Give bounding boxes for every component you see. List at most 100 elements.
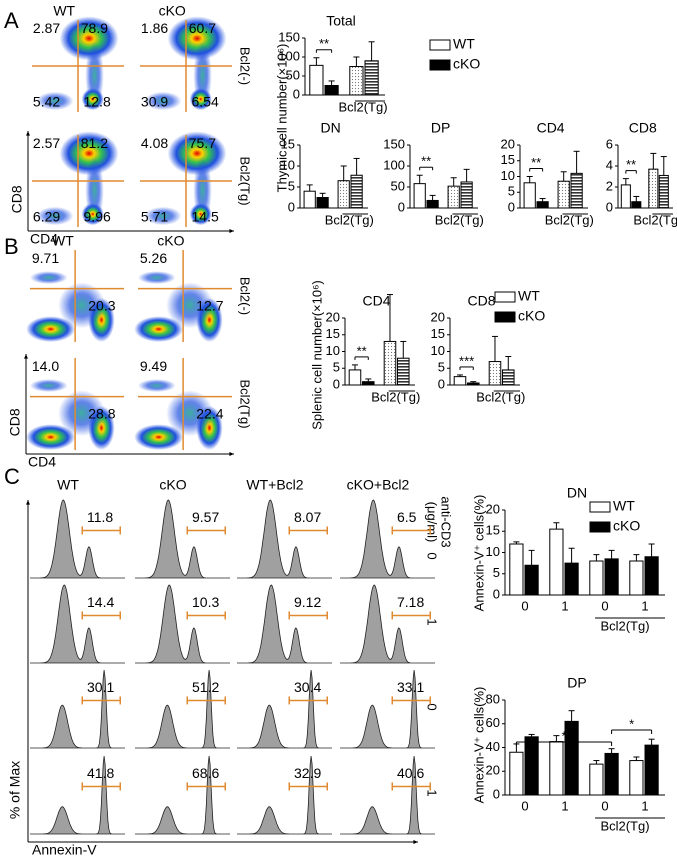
y-tick-label: 0 bbox=[288, 199, 295, 214]
x-tick-label: 0 bbox=[601, 598, 608, 613]
arrow-head bbox=[26, 500, 30, 505]
row-label: 0 bbox=[425, 552, 440, 559]
bar bbox=[589, 560, 604, 596]
legend-label: cKO bbox=[518, 308, 545, 324]
quadrant-value: 5.42 bbox=[33, 94, 60, 110]
cell-density bbox=[81, 203, 104, 226]
cell-density bbox=[138, 379, 176, 393]
significance: ** bbox=[626, 157, 636, 172]
gate-value: 30.4 bbox=[294, 679, 321, 695]
arrow-head bbox=[229, 452, 234, 456]
gate-value: 10.3 bbox=[192, 594, 219, 610]
arrow-head bbox=[229, 229, 234, 233]
y-axis-label: CD8 bbox=[9, 185, 25, 213]
quadrant-value: 9.71 bbox=[32, 250, 59, 266]
histogram bbox=[135, 669, 230, 749]
x-tick-label: 0 bbox=[521, 598, 528, 613]
bar bbox=[460, 181, 473, 209]
legend-label: WT bbox=[518, 288, 540, 304]
bar bbox=[426, 199, 439, 209]
row-label: 1 bbox=[425, 789, 440, 796]
bar bbox=[549, 528, 564, 596]
histogram bbox=[237, 584, 332, 664]
bar bbox=[524, 564, 539, 596]
quadrant-value: 2.87 bbox=[33, 20, 60, 36]
y-tick-label: 0 bbox=[293, 86, 300, 101]
y-tick-label: 5 bbox=[288, 178, 295, 193]
legend-label: WT bbox=[613, 498, 635, 514]
row-label: Bcl2(-) bbox=[238, 277, 253, 315]
y-tick-label: 10 bbox=[431, 343, 445, 358]
cell-density bbox=[167, 131, 227, 176]
gate-value: 9.12 bbox=[294, 594, 321, 610]
histogram bbox=[237, 669, 332, 749]
y-tick-label: 40 bbox=[486, 739, 500, 754]
group-label: Bcl2(Tg) bbox=[600, 818, 649, 833]
quadrant-value: 6.54 bbox=[192, 94, 219, 110]
quadrant-value: 12.7 bbox=[196, 298, 223, 314]
bar bbox=[570, 172, 583, 209]
quadrant-value: 9.49 bbox=[140, 358, 167, 374]
histogram bbox=[30, 499, 125, 579]
row-label: Bcl2(Tg) bbox=[238, 379, 253, 428]
y-tick-label: 15 bbox=[281, 136, 295, 151]
row-title: (μg/ml) bbox=[425, 502, 440, 543]
cell-density bbox=[58, 282, 106, 329]
significance: ** bbox=[319, 36, 329, 51]
legend-swatch bbox=[589, 521, 611, 533]
histogram bbox=[340, 755, 435, 835]
y-tick-label: 15 bbox=[501, 152, 515, 167]
histogram bbox=[30, 669, 125, 749]
quadrant-value: 22.4 bbox=[196, 406, 223, 422]
y-tick-label: 4 bbox=[606, 157, 613, 172]
x-axis-label: CD4 bbox=[30, 231, 58, 247]
cell-density bbox=[166, 282, 214, 329]
group-label: Bcl2(Tg) bbox=[600, 618, 649, 633]
histogram bbox=[237, 755, 332, 835]
x-tick-label: Bcl2(Tg) bbox=[338, 99, 387, 114]
quadrant-value: 6.29 bbox=[33, 209, 60, 225]
bar bbox=[536, 201, 549, 209]
y-tick-label: 80 bbox=[486, 691, 500, 706]
legend-swatch bbox=[429, 59, 451, 71]
chart-title: DN bbox=[320, 120, 340, 136]
cell-density bbox=[189, 88, 212, 111]
gate-value: 9.57 bbox=[192, 509, 219, 525]
bar bbox=[509, 543, 524, 596]
bar bbox=[604, 752, 619, 796]
histogram bbox=[340, 669, 435, 749]
bar bbox=[447, 185, 460, 209]
quadrant-value: 14.5 bbox=[192, 209, 219, 225]
gate-value: 32.9 bbox=[294, 765, 321, 781]
x-tick-label: 0 bbox=[521, 798, 528, 813]
x-tick-label: 1 bbox=[561, 598, 568, 613]
gate-value: 41.8 bbox=[87, 765, 114, 781]
bar bbox=[564, 562, 579, 596]
y-tick-label: 60 bbox=[486, 715, 500, 730]
cell-density bbox=[189, 203, 212, 226]
bar bbox=[348, 369, 362, 386]
chart-title: CD4 bbox=[362, 293, 390, 309]
histogram bbox=[340, 499, 435, 579]
quadrant-value: 2.57 bbox=[33, 135, 60, 151]
x-tick-label: 1 bbox=[561, 798, 568, 813]
chart-title: Total bbox=[326, 13, 356, 29]
gate-value: 8.07 bbox=[294, 509, 321, 525]
y-tick-label: 15 bbox=[486, 523, 500, 538]
cell-density bbox=[58, 390, 106, 437]
chart-title: DP bbox=[567, 675, 586, 691]
y-tick-label: 10 bbox=[281, 157, 295, 172]
y-tick-label: 2 bbox=[606, 178, 613, 193]
bar bbox=[509, 751, 524, 796]
chart-title: DP bbox=[431, 120, 450, 136]
bar bbox=[362, 381, 375, 386]
panel-label: A bbox=[4, 8, 19, 33]
bar bbox=[324, 85, 339, 96]
bar bbox=[467, 382, 480, 386]
x-tick-label: Bcl2(Tg) bbox=[476, 389, 525, 404]
y-tick-label: 15 bbox=[326, 326, 340, 341]
bar bbox=[557, 180, 570, 209]
gate-value: 68.6 bbox=[192, 765, 219, 781]
bar bbox=[502, 369, 515, 386]
